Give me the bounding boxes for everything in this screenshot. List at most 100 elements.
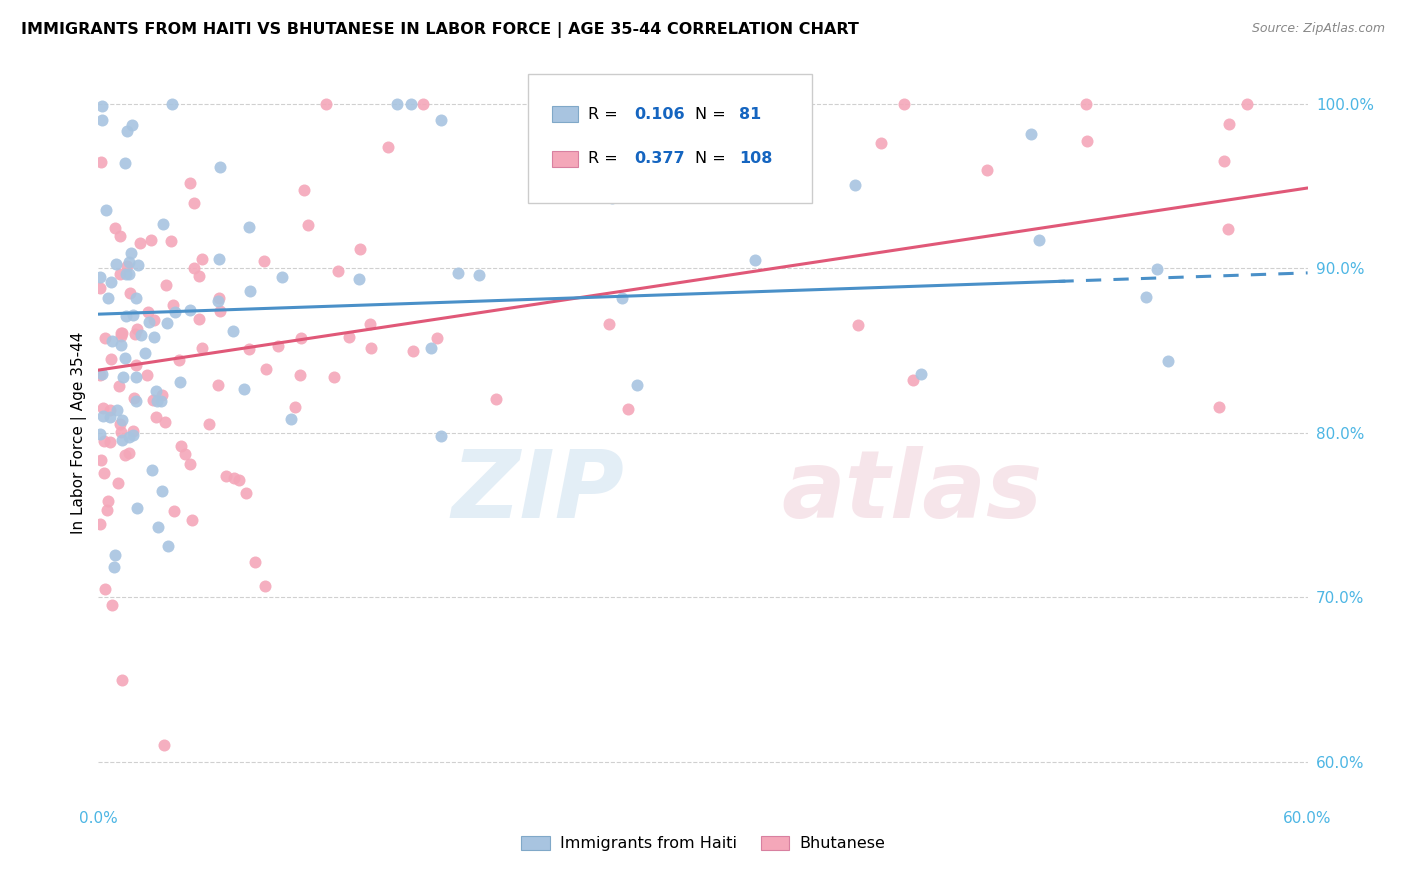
Point <box>349 242 371 256</box>
Text: R =: R = <box>588 151 623 166</box>
Point <box>173 447 195 461</box>
Point <box>117 123 139 137</box>
Point <box>1157 353 1180 368</box>
Point <box>187 311 209 326</box>
Text: 0.377: 0.377 <box>634 151 685 166</box>
Point <box>136 368 159 383</box>
Point <box>125 359 148 373</box>
Point <box>339 330 361 344</box>
Point <box>96 502 118 516</box>
Point <box>208 161 231 175</box>
Text: ZIP: ZIP <box>451 446 624 538</box>
Point <box>187 269 209 284</box>
Point <box>149 394 172 409</box>
Point <box>238 342 260 356</box>
Point <box>893 96 915 111</box>
Point <box>598 317 620 331</box>
Point <box>179 457 201 471</box>
Point <box>163 504 186 518</box>
Point <box>228 473 250 487</box>
Point <box>103 559 125 574</box>
Point <box>100 276 122 290</box>
Text: 108: 108 <box>740 151 773 166</box>
Point <box>104 221 127 235</box>
Point <box>125 370 148 384</box>
Point <box>1216 222 1239 236</box>
FancyBboxPatch shape <box>551 151 578 167</box>
Point <box>222 324 245 338</box>
Point <box>93 466 115 480</box>
Point <box>315 96 337 111</box>
Point <box>399 96 422 111</box>
Point <box>89 368 111 382</box>
Point <box>190 341 212 355</box>
Point <box>100 334 122 348</box>
Point <box>297 218 319 232</box>
Point <box>727 129 749 144</box>
Point <box>97 291 120 305</box>
Point <box>267 339 290 353</box>
Point <box>125 322 148 336</box>
Text: N =: N = <box>695 151 730 166</box>
Point <box>347 272 370 286</box>
Point <box>179 176 201 190</box>
Point <box>869 136 891 150</box>
Point <box>110 425 132 439</box>
Point <box>98 410 121 425</box>
FancyBboxPatch shape <box>551 106 578 122</box>
Point <box>145 384 167 398</box>
Point <box>426 331 449 345</box>
Point <box>93 331 115 345</box>
Point <box>207 293 229 308</box>
Point <box>162 298 184 312</box>
Point <box>402 343 425 358</box>
Point <box>1146 261 1168 276</box>
Point <box>148 520 170 534</box>
Point <box>118 285 141 300</box>
Point <box>115 259 138 273</box>
Point <box>1208 400 1230 414</box>
Point <box>328 263 350 277</box>
Point <box>429 428 451 442</box>
Point <box>1076 134 1098 148</box>
Point <box>167 353 190 368</box>
Point <box>141 463 163 477</box>
Point <box>179 303 201 318</box>
Point <box>120 246 142 260</box>
Point <box>111 413 134 427</box>
Point <box>111 370 134 384</box>
Point <box>89 427 111 442</box>
Text: IMMIGRANTS FROM HAITI VS BHUTANESE IN LABOR FORCE | AGE 35-44 CORRELATION CHART: IMMIGRANTS FROM HAITI VS BHUTANESE IN LA… <box>21 22 859 38</box>
Point <box>155 277 177 292</box>
Point <box>1218 117 1240 131</box>
Point <box>122 308 145 322</box>
Point <box>142 393 165 408</box>
Point <box>1019 128 1042 142</box>
Point <box>235 486 257 500</box>
Point <box>160 96 183 111</box>
Point <box>91 401 114 416</box>
Point <box>485 392 508 406</box>
Point <box>91 99 114 113</box>
Point <box>744 253 766 268</box>
Point <box>239 285 262 299</box>
Point <box>134 345 156 359</box>
Point <box>115 309 138 323</box>
Text: Source: ZipAtlas.com: Source: ZipAtlas.com <box>1251 22 1385 36</box>
Point <box>114 156 136 170</box>
Point <box>91 367 114 381</box>
Point <box>254 579 277 593</box>
Point <box>163 305 186 319</box>
Point <box>1135 290 1157 304</box>
Point <box>1074 96 1097 111</box>
Point <box>129 235 152 250</box>
Point <box>180 513 202 527</box>
Point <box>100 403 122 417</box>
Point <box>323 370 346 384</box>
Point <box>127 501 149 516</box>
Point <box>270 270 292 285</box>
Point <box>288 368 311 383</box>
Point <box>254 362 277 376</box>
Point <box>447 266 470 280</box>
Point <box>115 267 138 281</box>
